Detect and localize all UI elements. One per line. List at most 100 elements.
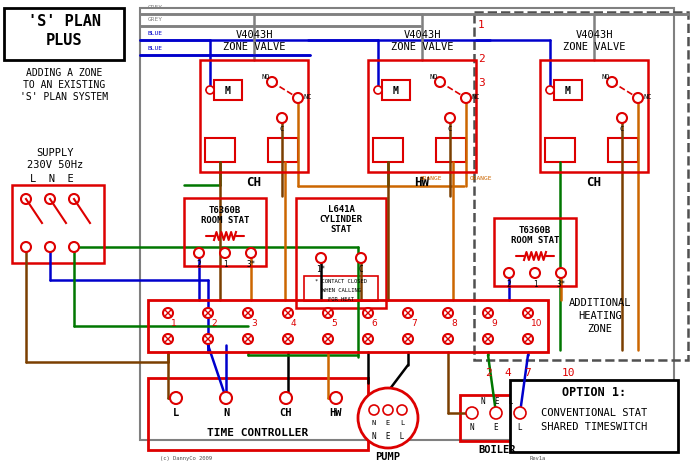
- Circle shape: [220, 248, 230, 258]
- Text: ROOM STAT: ROOM STAT: [201, 216, 249, 225]
- Bar: [4, 8, 124, 60]
- Text: CH: CH: [279, 408, 293, 418]
- Bar: [12, 185, 104, 263]
- Text: M: M: [393, 86, 399, 96]
- Circle shape: [483, 308, 493, 318]
- Text: N  E  L: N E L: [372, 432, 404, 441]
- Text: ZONE VALVE: ZONE VALVE: [563, 42, 625, 52]
- Text: V4043H: V4043H: [575, 30, 613, 40]
- Text: L641A: L641A: [328, 205, 355, 214]
- Circle shape: [556, 268, 566, 278]
- Text: 3: 3: [478, 78, 485, 88]
- Bar: [436, 138, 466, 162]
- Bar: [184, 198, 266, 266]
- Text: ADDING A ZONE: ADDING A ZONE: [26, 68, 102, 78]
- Text: C: C: [359, 265, 364, 274]
- Circle shape: [267, 77, 277, 87]
- Text: C: C: [280, 126, 284, 132]
- Text: TO AN EXISTING: TO AN EXISTING: [23, 80, 105, 90]
- Text: 1: 1: [223, 260, 227, 269]
- Text: 7: 7: [524, 368, 531, 378]
- Circle shape: [403, 334, 413, 344]
- Bar: [200, 60, 308, 172]
- Circle shape: [356, 253, 366, 263]
- Text: T6360B: T6360B: [519, 226, 551, 235]
- Text: CH: CH: [586, 176, 602, 189]
- Text: 3*: 3*: [556, 280, 566, 289]
- Circle shape: [246, 248, 256, 258]
- Circle shape: [45, 194, 55, 204]
- Circle shape: [358, 388, 418, 448]
- Text: Rev1a: Rev1a: [530, 456, 546, 461]
- Text: C: C: [448, 126, 452, 132]
- Bar: [540, 60, 648, 172]
- Circle shape: [504, 268, 514, 278]
- Circle shape: [293, 93, 303, 103]
- Bar: [268, 138, 298, 162]
- Text: 'S' PLAN SYSTEM: 'S' PLAN SYSTEM: [20, 92, 108, 102]
- Text: CYLINDER: CYLINDER: [319, 215, 362, 224]
- Text: NO: NO: [602, 74, 610, 80]
- Bar: [382, 80, 410, 100]
- Circle shape: [466, 407, 478, 419]
- Text: 8: 8: [451, 319, 457, 328]
- Bar: [494, 218, 576, 286]
- Text: N  E  L: N E L: [481, 397, 513, 406]
- Circle shape: [163, 308, 173, 318]
- Bar: [608, 138, 638, 162]
- Bar: [304, 276, 378, 301]
- Circle shape: [206, 86, 214, 94]
- Text: CH: CH: [246, 176, 262, 189]
- Text: ZONE: ZONE: [587, 324, 613, 334]
- Bar: [214, 80, 242, 100]
- Text: NO: NO: [262, 74, 270, 80]
- Text: 9: 9: [491, 319, 497, 328]
- Circle shape: [445, 113, 455, 123]
- Text: HW: HW: [415, 176, 429, 189]
- Circle shape: [194, 248, 204, 258]
- Circle shape: [490, 407, 502, 419]
- Text: 7: 7: [411, 319, 417, 328]
- Circle shape: [617, 113, 627, 123]
- Text: SUPPLY: SUPPLY: [37, 148, 74, 158]
- Text: 2: 2: [506, 280, 511, 289]
- Circle shape: [397, 405, 407, 415]
- Text: 1: 1: [478, 20, 485, 30]
- Circle shape: [163, 334, 173, 344]
- Circle shape: [280, 392, 292, 404]
- Text: NC: NC: [643, 94, 651, 100]
- Bar: [296, 198, 386, 308]
- Text: 4: 4: [291, 319, 297, 328]
- Text: (c) DannyCo 2009: (c) DannyCo 2009: [160, 456, 212, 461]
- Text: M: M: [565, 86, 571, 96]
- Text: TIME CONTROLLER: TIME CONTROLLER: [208, 428, 308, 438]
- Bar: [545, 138, 575, 162]
- Circle shape: [21, 242, 31, 252]
- Text: L  N  E: L N E: [30, 174, 74, 184]
- Circle shape: [45, 242, 55, 252]
- Text: C: C: [620, 126, 624, 132]
- Circle shape: [69, 242, 79, 252]
- Text: ROOM STAT: ROOM STAT: [511, 236, 559, 245]
- Bar: [368, 60, 476, 172]
- Circle shape: [435, 77, 445, 87]
- Circle shape: [443, 308, 453, 318]
- Text: 1*: 1*: [317, 265, 326, 274]
- Circle shape: [170, 392, 182, 404]
- Text: ORANGE: ORANGE: [470, 176, 493, 181]
- Text: M: M: [225, 86, 231, 96]
- Text: NC: NC: [471, 94, 480, 100]
- Circle shape: [483, 334, 493, 344]
- Text: 230V 50Hz: 230V 50Hz: [27, 160, 83, 170]
- Circle shape: [203, 308, 213, 318]
- Text: 3: 3: [251, 319, 257, 328]
- Text: L: L: [400, 420, 404, 426]
- Text: 3*: 3*: [246, 260, 255, 269]
- Circle shape: [369, 405, 379, 415]
- Circle shape: [443, 334, 453, 344]
- Text: 1: 1: [171, 319, 177, 328]
- Circle shape: [323, 308, 333, 318]
- Circle shape: [383, 405, 393, 415]
- Text: NC: NC: [303, 94, 311, 100]
- Text: BLUE: BLUE: [148, 31, 163, 36]
